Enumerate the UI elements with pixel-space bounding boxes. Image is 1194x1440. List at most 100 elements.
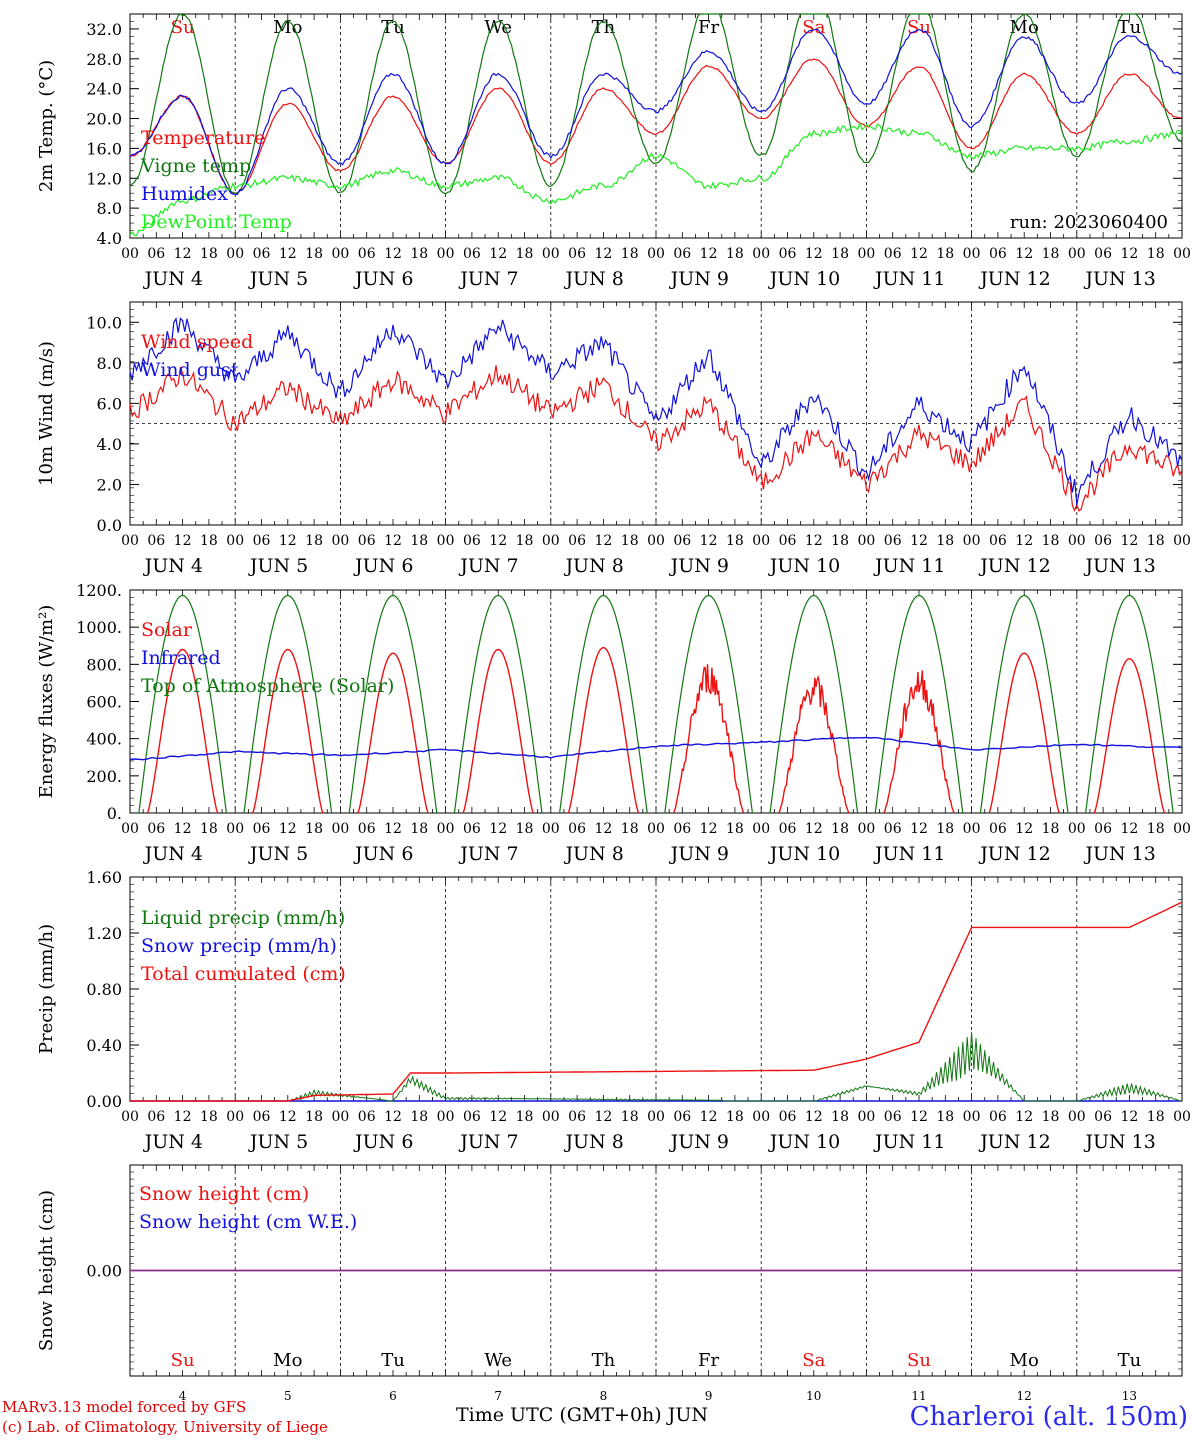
hour-label: 00 xyxy=(857,246,875,262)
y-tick-label: 2.0 xyxy=(97,475,122,494)
hour-label: 06 xyxy=(1094,1109,1112,1125)
hour-label: 18 xyxy=(305,821,323,837)
hour-label: 00 xyxy=(857,1109,875,1125)
legend-entry: Total cumulated (cm) xyxy=(141,963,346,985)
hour-label: 00 xyxy=(226,533,244,549)
weekday-label: Su xyxy=(171,17,195,38)
hour-label: 18 xyxy=(1042,1109,1060,1125)
hour-label: 12 xyxy=(174,821,192,837)
day-label: JUN 10 xyxy=(768,843,840,865)
legend-entry: Vigne temp xyxy=(140,155,251,177)
toa-solar-curve xyxy=(348,594,438,814)
legend-entry: Liquid precip (mm/h) xyxy=(141,907,345,929)
solar-curve xyxy=(1093,658,1166,814)
day-label: JUN 13 xyxy=(1083,555,1155,577)
hour-label: 00 xyxy=(647,821,665,837)
hour-label: 06 xyxy=(253,821,271,837)
hour-label: 00 xyxy=(963,246,981,262)
solar-curve xyxy=(357,652,429,814)
y-axis-title: Snow height (cm) xyxy=(36,1190,57,1351)
day-label: JUN 12 xyxy=(978,268,1050,290)
hour-label: 00 xyxy=(331,1109,349,1125)
hour-label: 12 xyxy=(910,821,928,837)
day-label: JUN 7 xyxy=(458,555,518,577)
toa-solar-curve xyxy=(664,594,753,814)
hour-label: 06 xyxy=(147,246,165,262)
legend-entry: Temperature xyxy=(141,127,265,149)
day-label: JUN 4 xyxy=(143,843,203,865)
hour-label: 18 xyxy=(516,246,534,262)
day-label: JUN 9 xyxy=(669,1131,729,1153)
y-tick-label: 8.0 xyxy=(97,199,122,218)
hour-label: 18 xyxy=(410,821,428,837)
hour-label: 12 xyxy=(805,533,823,549)
hour-label: 12 xyxy=(700,821,718,837)
hour-label: 12 xyxy=(594,533,612,549)
legend-entry: Snow height (cm) xyxy=(139,1183,309,1205)
hour-label: 00 xyxy=(437,821,455,837)
hour-label: 18 xyxy=(1042,533,1060,549)
y-tick-label: 800. xyxy=(86,655,122,674)
day-label: JUN 13 xyxy=(1083,268,1155,290)
series-line-wind-speed xyxy=(129,365,1183,512)
hour-label: 00 xyxy=(963,1109,981,1125)
hour-label: 06 xyxy=(568,1109,586,1125)
hour-label: 12 xyxy=(489,246,507,262)
hour-label: 18 xyxy=(410,1109,428,1125)
day-label: JUN 6 xyxy=(353,555,413,577)
hour-label: 18 xyxy=(305,533,323,549)
hour-label: 00 xyxy=(437,246,455,262)
hour-label: 06 xyxy=(1094,246,1112,262)
y-tick-label: 0.00 xyxy=(86,1262,122,1281)
hour-label: 18 xyxy=(831,533,849,549)
y-tick-label: 400. xyxy=(86,730,122,749)
hour-label: 06 xyxy=(463,821,481,837)
hour-label: 06 xyxy=(779,246,797,262)
weekday-label: We xyxy=(484,1350,512,1371)
solar-curve xyxy=(883,670,955,814)
hour-label: 18 xyxy=(831,1109,849,1125)
weekday-label: Fr xyxy=(698,1350,719,1371)
hour-label: 06 xyxy=(568,533,586,549)
day-label: JUN 10 xyxy=(768,268,840,290)
hour-label: 06 xyxy=(673,821,691,837)
legend-entry: DewPoint Temp xyxy=(141,211,292,233)
hour-label: 12 xyxy=(384,533,402,549)
x-axis-label: Time UTC (GMT+0h) JUN xyxy=(456,1404,708,1426)
hour-label: 12 xyxy=(910,1109,928,1125)
hour-label: 06 xyxy=(358,1109,376,1125)
hour-label: 12 xyxy=(910,246,928,262)
hour-label: 06 xyxy=(673,1109,691,1125)
hour-label: 00 xyxy=(121,533,139,549)
hour-label: 18 xyxy=(200,246,218,262)
weekday-label: We xyxy=(484,17,512,38)
hour-label: 12 xyxy=(1120,246,1138,262)
hour-label: 00 xyxy=(542,821,560,837)
weekday-label: Th xyxy=(592,17,616,38)
day-label: JUN 6 xyxy=(353,1131,413,1153)
weekday-label: Mo xyxy=(273,1350,302,1371)
toa-solar-curve xyxy=(769,594,859,814)
hour-label: 12 xyxy=(594,246,612,262)
hour-label: 18 xyxy=(831,821,849,837)
solar-curve xyxy=(252,648,324,814)
hour-label: 18 xyxy=(1147,533,1165,549)
toa-solar-curve xyxy=(453,594,543,814)
day-label: JUN 4 xyxy=(143,268,203,290)
hour-label: 06 xyxy=(779,1109,797,1125)
hour-label: 12 xyxy=(1120,1109,1138,1125)
day-label: JUN 12 xyxy=(978,555,1050,577)
hour-label: 00 xyxy=(752,246,770,262)
y-tick-label: 1000. xyxy=(76,618,122,637)
hour-label: 18 xyxy=(200,533,218,549)
hour-label: 18 xyxy=(200,821,218,837)
hour-label: 00 xyxy=(1173,821,1191,837)
hour-label: 06 xyxy=(989,821,1007,837)
panel-frame-energy xyxy=(129,589,1183,814)
hour-label: 00 xyxy=(542,533,560,549)
infrared-curve xyxy=(129,736,1183,761)
day-label: JUN 13 xyxy=(1083,1131,1155,1153)
day-label: JUN 12 xyxy=(978,843,1050,865)
hour-label: 18 xyxy=(621,246,639,262)
y-tick-label: 0. xyxy=(107,804,122,823)
